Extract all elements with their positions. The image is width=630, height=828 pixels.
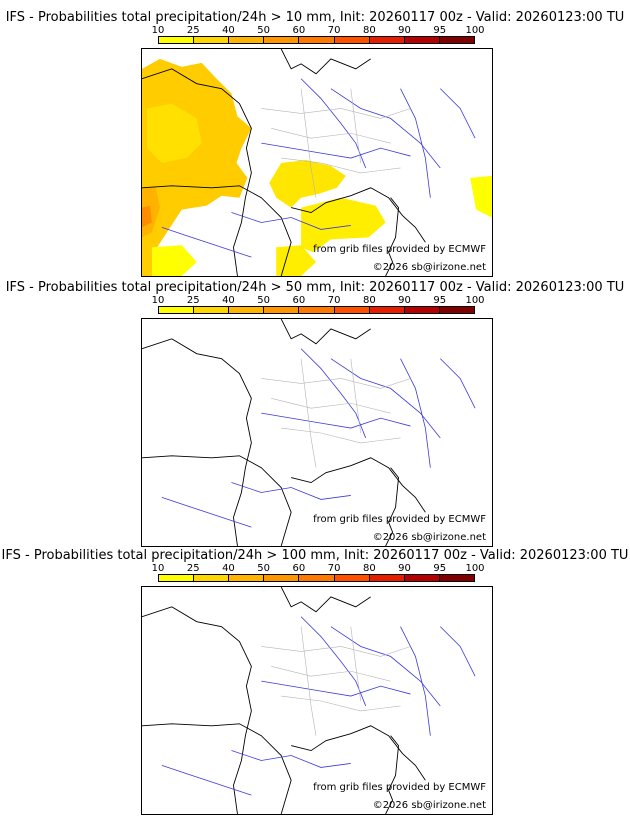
colorbar-segment bbox=[299, 575, 335, 581]
precip-probability-areas bbox=[142, 58, 492, 276]
colorbar-segment bbox=[299, 307, 335, 313]
colorbar-tick-label: 100 bbox=[465, 25, 485, 36]
colorbar-tick-label: 70 bbox=[327, 563, 341, 574]
map-panel-50mm: IFS - Probabilities total precipitation/… bbox=[0, 270, 630, 547]
colorbar-segment bbox=[334, 37, 370, 43]
colorbar-segment bbox=[404, 37, 440, 43]
colorbar-tick-label: 50 bbox=[257, 25, 271, 36]
colorbar-segment bbox=[229, 307, 265, 313]
map-graphic bbox=[142, 49, 492, 276]
copyright-text: ©2026 sb@irizone.net bbox=[372, 800, 486, 811]
map-panel-100mm: IFS - Probabilities total precipitation/… bbox=[0, 538, 630, 815]
credit-grib-text: from grib files provided by ECMWF bbox=[313, 514, 486, 525]
colorbar-segment bbox=[404, 307, 440, 313]
panel-title: IFS - Probabilities total precipitation/… bbox=[1, 548, 629, 563]
rivers bbox=[161, 616, 476, 796]
map-graphic bbox=[142, 319, 476, 546]
map-panel-10mm: IFS - Probabilities total precipitation/… bbox=[0, 0, 630, 277]
colorbar-tick-label: 25 bbox=[186, 295, 200, 306]
probability-map: from grib files provided by ECMWF ©2026 … bbox=[141, 318, 493, 547]
colorbar-segment bbox=[439, 307, 474, 313]
copyright-text: ©2026 sb@irizone.net bbox=[372, 262, 486, 273]
colorbar-tick-label: 40 bbox=[222, 25, 235, 36]
colorbar-segment bbox=[264, 307, 300, 313]
colorbar-tick-label: 70 bbox=[327, 295, 341, 306]
colorbar-segment bbox=[369, 575, 405, 581]
coastline bbox=[142, 319, 426, 546]
colorbar-tick-label: 10 bbox=[151, 295, 165, 306]
colorbar-tick-label: 90 bbox=[398, 563, 411, 574]
colorbar-tick-label: 80 bbox=[362, 563, 376, 574]
colorbar bbox=[158, 574, 475, 582]
colorbar-tick-label: 50 bbox=[257, 563, 271, 574]
colorbar-tick-label: 95 bbox=[433, 563, 447, 574]
rivers bbox=[161, 78, 476, 258]
coastline bbox=[142, 49, 426, 276]
colorbar-tick-label: 80 bbox=[362, 25, 376, 36]
colorbar-segment bbox=[369, 307, 405, 313]
panel-title: IFS - Probabilities total precipitation/… bbox=[5, 280, 625, 295]
admin-boundaries bbox=[261, 358, 411, 468]
colorbar bbox=[158, 306, 475, 314]
colorbar-tick-label: 40 bbox=[222, 295, 235, 306]
rivers bbox=[161, 348, 476, 528]
colorbar-tick-label: 80 bbox=[362, 295, 376, 306]
colorbar-tick-label: 25 bbox=[186, 563, 200, 574]
colorbar-tick-label: 60 bbox=[292, 563, 306, 574]
colorbar-tick-label: 90 bbox=[398, 295, 411, 306]
credit-grib-text: from grib files provided by ECMWF bbox=[313, 244, 486, 255]
colorbar-tick-label: 70 bbox=[327, 25, 341, 36]
colorbar-segment bbox=[439, 575, 474, 581]
colorbar-segment bbox=[194, 307, 230, 313]
colorbar-segment bbox=[264, 575, 300, 581]
credit-grib-text: from grib files provided by ECMWF bbox=[313, 782, 486, 793]
colorbar-segment bbox=[194, 575, 230, 581]
colorbar-tick-label: 60 bbox=[292, 295, 306, 306]
colorbar-tick-label: 40 bbox=[222, 563, 235, 574]
coastline bbox=[142, 587, 426, 814]
colorbar-segment bbox=[439, 37, 474, 43]
probability-map: from grib files provided by ECMWF ©2026 … bbox=[141, 48, 493, 277]
colorbar-segment bbox=[264, 37, 300, 43]
colorbar-segment bbox=[369, 37, 405, 43]
colorbar-segment bbox=[159, 575, 195, 581]
colorbar-tick-label: 95 bbox=[433, 25, 447, 36]
colorbar-segment bbox=[229, 37, 265, 43]
colorbar-tick-label: 95 bbox=[433, 295, 447, 306]
colorbar-tick-label: 10 bbox=[151, 563, 165, 574]
colorbar-segment bbox=[334, 575, 370, 581]
colorbar-tick-label: 50 bbox=[257, 295, 271, 306]
colorbar-tick-label: 100 bbox=[465, 563, 485, 574]
admin-boundaries bbox=[261, 88, 411, 198]
probability-map: from grib files provided by ECMWF ©2026 … bbox=[141, 586, 493, 815]
colorbar-tick-label: 25 bbox=[186, 25, 200, 36]
admin-boundaries bbox=[261, 626, 411, 736]
colorbar-segment bbox=[159, 307, 195, 313]
copyright-text: ©2026 sb@irizone.net bbox=[372, 532, 486, 543]
colorbar-segment bbox=[299, 37, 335, 43]
colorbar-tick-label: 100 bbox=[465, 295, 485, 306]
colorbar-segment bbox=[229, 575, 265, 581]
panel-title: IFS - Probabilities total precipitation/… bbox=[5, 10, 625, 25]
colorbar-segment bbox=[404, 575, 440, 581]
colorbar-segment bbox=[159, 37, 195, 43]
colorbar-segment bbox=[194, 37, 230, 43]
colorbar-segment bbox=[334, 307, 370, 313]
colorbar-tick-label: 90 bbox=[398, 25, 411, 36]
colorbar-tick-label: 10 bbox=[151, 25, 165, 36]
map-graphic bbox=[142, 587, 476, 814]
colorbar bbox=[158, 36, 475, 44]
colorbar-tick-label: 60 bbox=[292, 25, 306, 36]
